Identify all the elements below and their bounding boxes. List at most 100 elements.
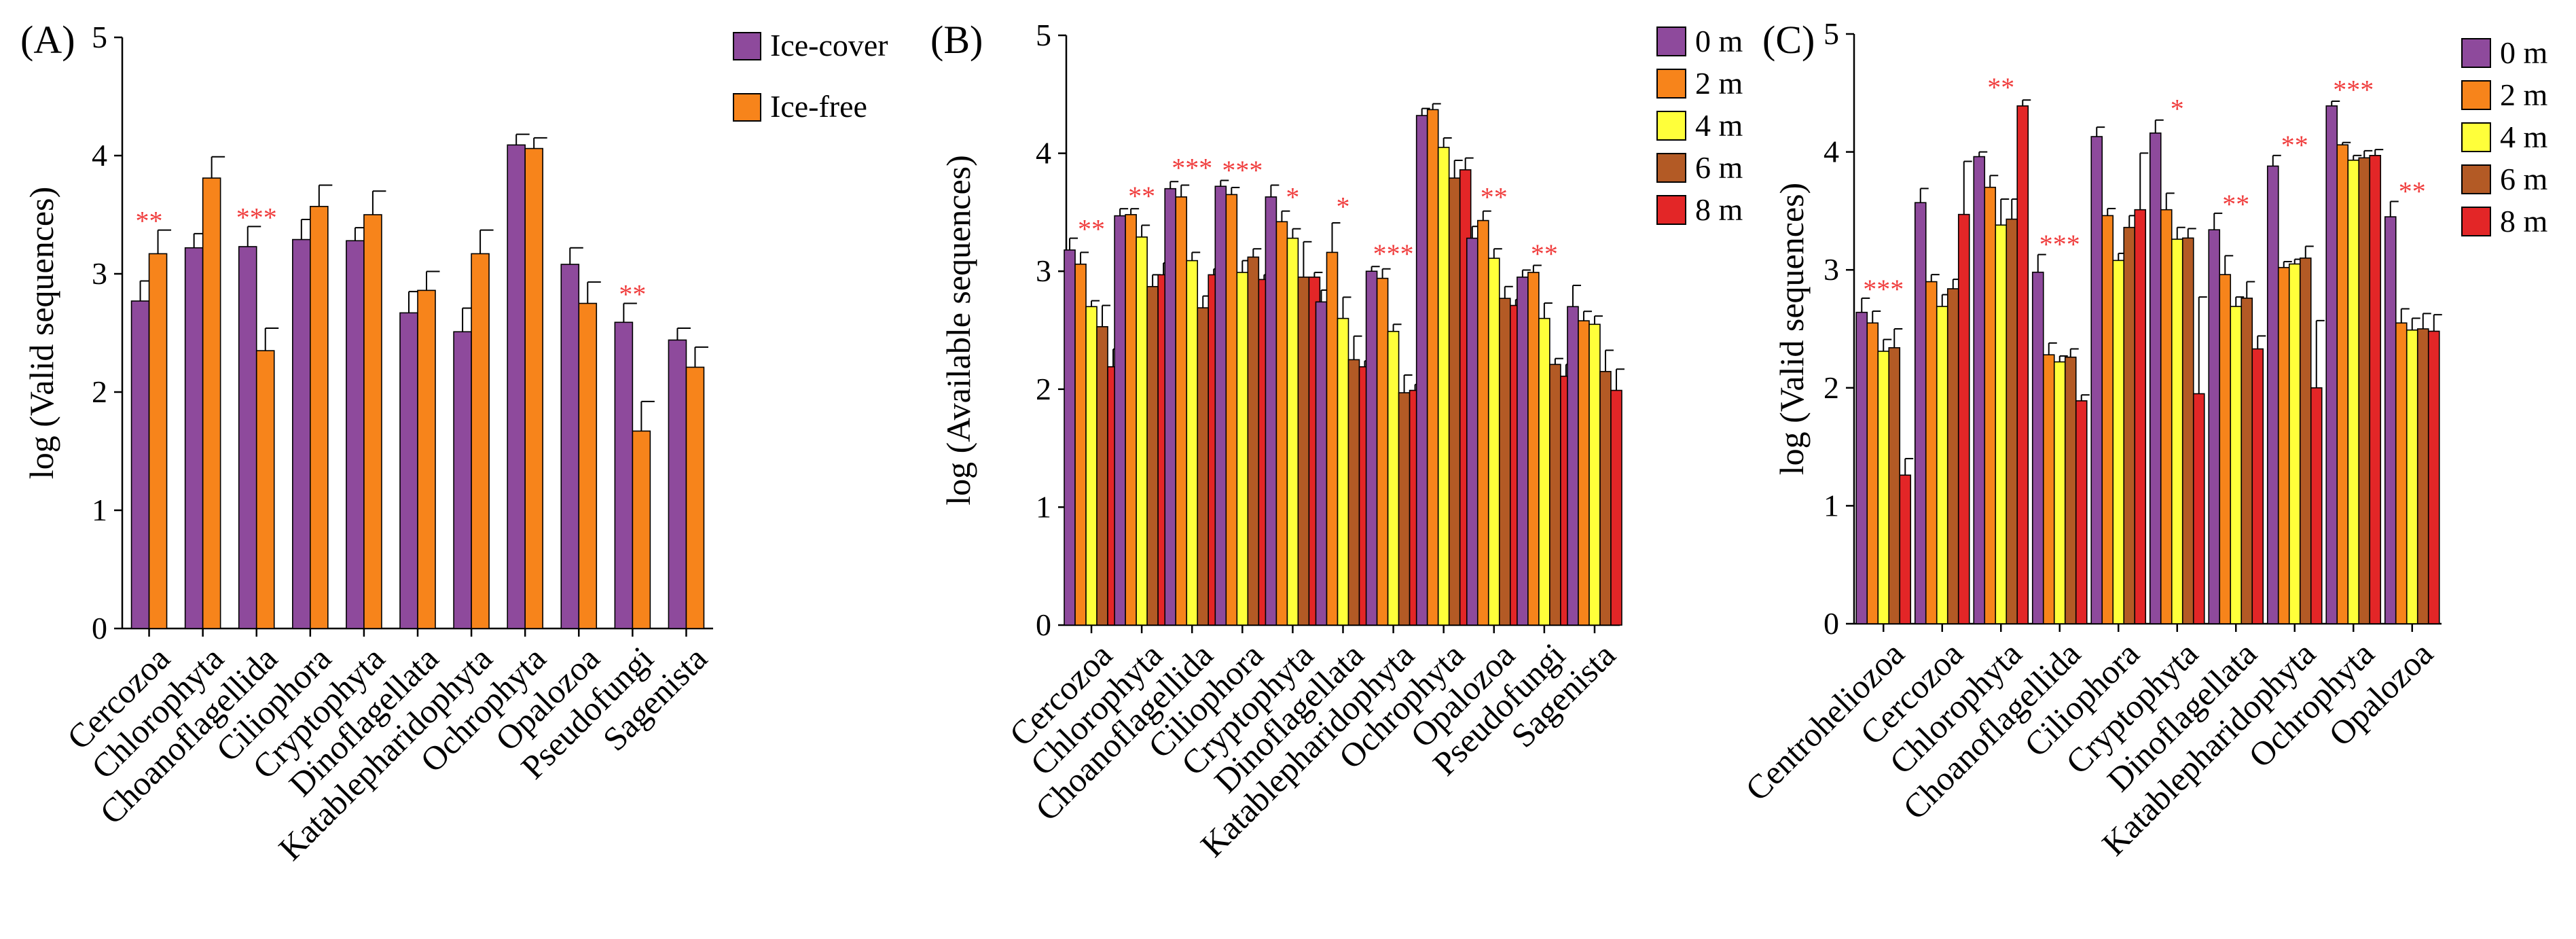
bar [1984, 186, 1997, 624]
bar [1114, 215, 1126, 626]
bar [1426, 109, 1439, 626]
legend-swatch [2461, 122, 2491, 152]
y-tick-label: 5 [92, 20, 107, 54]
bar [2064, 356, 2077, 624]
bar [1387, 330, 1400, 626]
bar [2219, 274, 2232, 624]
y-tick-label: 4 [1036, 136, 1051, 171]
bar [1476, 219, 1489, 626]
bar [2416, 328, 2429, 624]
bar [471, 253, 490, 629]
bar [2325, 105, 2338, 624]
bar [1517, 277, 1529, 626]
chart-panel-1: (B)log (Available sequences)012345Cercoz… [930, 18, 1743, 864]
bar [1578, 320, 1590, 626]
legend-swatch [2461, 164, 2491, 194]
bar [292, 238, 311, 629]
significance-annotation: *** [236, 202, 277, 232]
bar [2181, 237, 2194, 624]
y-tick-label: 5 [1824, 16, 1839, 51]
bar [1610, 389, 1622, 626]
bar [2016, 105, 2029, 624]
significance-annotation: * [2171, 93, 2184, 124]
bar [184, 247, 204, 629]
legend-label: 6 m [1695, 150, 1743, 185]
bar [1398, 392, 1411, 626]
y-tick-label: 5 [1036, 18, 1051, 52]
legend-swatch [1656, 69, 1686, 99]
bar [453, 331, 472, 629]
legend-label: 4 m [2500, 120, 2548, 154]
y-tick-label: 0 [92, 611, 107, 645]
legend-label: Ice-free [770, 89, 867, 124]
bar [2406, 329, 2418, 624]
bar [2171, 238, 2183, 624]
bar [1888, 347, 1901, 624]
bar [1376, 277, 1389, 626]
significance-annotation: ** [136, 206, 163, 236]
bar [1448, 177, 1461, 626]
bar [1487, 258, 1500, 626]
bar [1096, 325, 1108, 626]
bar [1415, 115, 1428, 626]
bar [1214, 185, 1227, 626]
bar [2299, 258, 2312, 624]
bar [2134, 209, 2147, 624]
bar [2123, 226, 2136, 624]
bar [1225, 194, 1238, 626]
bar [632, 430, 651, 629]
significance-annotation: * [1337, 192, 1350, 222]
bar [1236, 272, 1249, 626]
bar [1855, 311, 1868, 624]
bar [1297, 277, 1310, 626]
significance-annotation: ** [1481, 182, 1508, 213]
bar [2310, 387, 2323, 624]
legend-swatch [1656, 195, 1686, 225]
bar [1437, 147, 1450, 626]
bar [1866, 322, 1879, 624]
bar [1538, 317, 1550, 626]
y-tick-label: 1 [92, 493, 107, 527]
significance-annotation: ** [619, 279, 646, 310]
y-axis-label: log (Valid sequences) [1773, 183, 1811, 475]
panel-label: (B) [930, 18, 983, 62]
significance-annotation: *** [1172, 152, 1212, 183]
legend-label: 8 m [1695, 192, 1743, 227]
bar [2042, 354, 2055, 624]
bar [1085, 306, 1097, 626]
panel-label: (A) [20, 18, 75, 62]
bar [2347, 159, 2360, 624]
bar [2149, 132, 2162, 624]
y-tick-label: 3 [1036, 253, 1051, 288]
bar [685, 366, 705, 629]
significance-annotation: ** [1531, 238, 1558, 269]
bar [255, 350, 275, 629]
legend-swatch [2461, 38, 2491, 68]
bar [2369, 155, 2382, 624]
significance-annotation: *** [2039, 229, 2080, 260]
significance-annotation: *** [1863, 274, 1904, 304]
bar [1527, 272, 1540, 626]
bar [2090, 136, 2103, 624]
bar [1074, 263, 1087, 626]
bar [1899, 474, 1912, 624]
y-tick-label: 0 [1824, 606, 1839, 641]
bar [560, 264, 580, 629]
significance-annotation: ** [2399, 176, 2426, 207]
bar [1125, 214, 1137, 626]
legend-label: Ice-cover [770, 28, 888, 63]
bar [363, 214, 382, 629]
bar [2277, 266, 2290, 624]
significance-annotation: ** [2281, 130, 2308, 160]
bar [1064, 249, 1076, 626]
legend-label: 2 m [2500, 77, 2548, 112]
bar [2006, 218, 2018, 624]
y-tick-label: 2 [1824, 370, 1839, 405]
significance-annotation: ** [2222, 189, 2249, 219]
bar [2112, 260, 2125, 624]
bar [1347, 359, 1360, 626]
y-tick-label: 4 [92, 138, 107, 173]
legend-label: 0 m [1695, 24, 1743, 58]
bar [524, 147, 543, 629]
